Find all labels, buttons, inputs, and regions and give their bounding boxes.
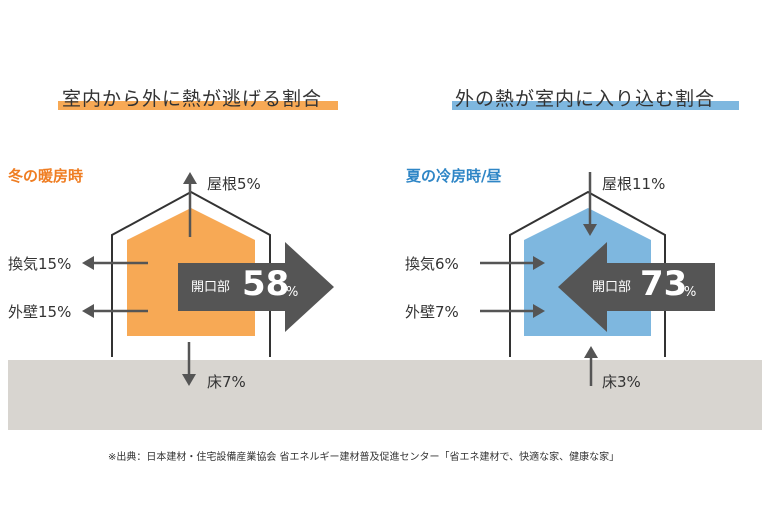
left-wall-label: 外壁15% bbox=[8, 303, 72, 321]
left-title-highlight bbox=[58, 101, 338, 110]
right-roof-label: 屋根11% bbox=[602, 175, 666, 193]
left-house-diagram bbox=[82, 172, 334, 386]
left-season-label: 冬の暖房時 bbox=[8, 167, 84, 185]
right-vent-label: 換気6% bbox=[405, 255, 459, 273]
left-opening-label: 開口部 bbox=[191, 280, 231, 295]
right-opening-unit: % bbox=[684, 285, 697, 300]
left-floor-label: 床7% bbox=[207, 373, 246, 391]
right-title-highlight bbox=[452, 101, 739, 110]
right-house-diagram bbox=[480, 172, 715, 386]
right-vent-arrowhead bbox=[533, 256, 545, 270]
left-title: 室内から外に熱が逃げる割合 bbox=[62, 88, 323, 110]
source-note: ※出典：日本建材・住宅設備産業協会 省エネルギー建材普及促進センター「省エネ建材… bbox=[108, 452, 620, 463]
right-opening-value: 73 bbox=[640, 264, 688, 304]
left-opening-value: 58 bbox=[242, 264, 290, 304]
right-opening-arrow bbox=[558, 242, 715, 332]
right-floor-arrowhead bbox=[584, 346, 598, 358]
left-roof-label: 屋根5% bbox=[207, 175, 261, 193]
left-opening-unit: % bbox=[286, 285, 299, 300]
left-roof-arrowhead bbox=[183, 172, 197, 184]
right-season-label: 夏の冷房時/昼 bbox=[406, 167, 502, 185]
left-wall-arrowhead bbox=[82, 304, 94, 318]
right-wall-label: 外壁7% bbox=[405, 303, 459, 321]
right-opening-label: 開口部 bbox=[592, 280, 632, 295]
right-floor-label: 床3% bbox=[602, 373, 641, 391]
left-floor-arrowhead bbox=[182, 374, 196, 386]
right-roof-arrowhead bbox=[583, 224, 597, 236]
ground-band bbox=[8, 360, 762, 430]
left-vent-arrowhead bbox=[82, 256, 94, 270]
left-opening-arrow bbox=[178, 242, 334, 332]
right-wall-arrowhead bbox=[533, 304, 545, 318]
left-vent-label: 換気15% bbox=[8, 255, 72, 273]
right-title: 外の熱が室内に入り込む割合 bbox=[455, 88, 716, 110]
